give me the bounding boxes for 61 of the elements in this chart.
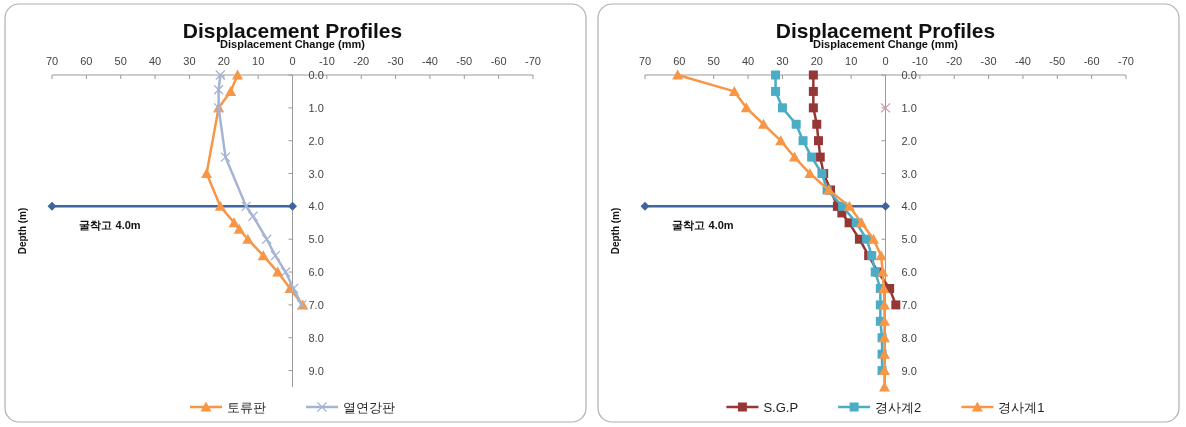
y-tick-label: 6.0 <box>308 266 324 279</box>
x-tick-label: 30 <box>183 55 196 67</box>
x-tick-label: 70 <box>638 55 652 67</box>
x-tick-label: 20 <box>217 55 230 67</box>
y-tick-label: 1.0 <box>308 101 324 114</box>
x-tick-label: -30 <box>980 55 997 67</box>
y-tick-label: 7.0 <box>308 298 324 311</box>
x-tick-label: -10 <box>318 55 335 67</box>
y-tick-label: 7.0 <box>901 298 917 311</box>
x-tick-label: 60 <box>80 55 93 67</box>
x-tick-label: 30 <box>776 55 789 67</box>
x-axis-title: Displacement Change (mm) <box>813 38 959 50</box>
y-tick-label: 8.0 <box>308 331 324 344</box>
x-tick-label: 40 <box>741 55 755 67</box>
x-tick-label: -50 <box>456 55 473 67</box>
y-tick-label: 4.0 <box>901 200 917 213</box>
x-tick-label: -40 <box>1014 55 1031 67</box>
x-tick-label: -60 <box>490 55 507 67</box>
x-tick-label: 10 <box>252 55 265 67</box>
legend-label: 열연강판 <box>343 400 395 415</box>
y-tick-label: 2.0 <box>308 134 324 147</box>
x-tick-label: 60 <box>673 55 686 67</box>
x-tick-label: -20 <box>946 55 963 67</box>
y-tick-label: 5.0 <box>901 233 917 246</box>
y-tick-label: 6.0 <box>901 266 917 279</box>
y-tick-label: 9.0 <box>901 364 917 377</box>
x-tick-label: -30 <box>387 55 404 67</box>
y-tick-label: 0.0 <box>308 69 324 81</box>
y-axis-title: Depth (m) <box>17 207 28 255</box>
legend-label: 경사계1 <box>998 400 1045 415</box>
legend-label: 토류판 <box>227 400 266 415</box>
y-tick-label: 9.0 <box>308 364 324 377</box>
y-tick-label: 3.0 <box>308 167 324 180</box>
x-tick-label: 40 <box>148 55 162 67</box>
x-tick-label: -70 <box>1118 55 1134 67</box>
y-tick-label: 8.0 <box>901 331 917 344</box>
legend-label: 경사계2 <box>875 400 922 415</box>
y-tick-label: 3.0 <box>901 167 917 180</box>
y-tick-label: 4.0 <box>308 200 324 213</box>
y-tick-label: 1.0 <box>901 101 917 114</box>
x-tick-label: -40 <box>421 55 438 67</box>
x-tick-label: -20 <box>353 55 370 67</box>
y-tick-label: 0.0 <box>901 69 917 81</box>
y-axis-title: Depth (m) <box>610 207 621 255</box>
x-tick-label: -70 <box>525 55 541 67</box>
x-tick-label: -10 <box>911 55 928 67</box>
y-tick-label: 5.0 <box>308 233 324 246</box>
x-tick-label: 50 <box>114 55 127 67</box>
x-tick-label: 0 <box>882 55 889 67</box>
y-tick-label: 2.0 <box>901 134 917 147</box>
x-tick-label: 50 <box>707 55 720 67</box>
x-tick-label: -50 <box>1049 55 1066 67</box>
x-tick-label: -60 <box>1083 55 1100 67</box>
x-axis-title: Displacement Change (mm) <box>220 38 366 50</box>
x-tick-label: 10 <box>845 55 858 67</box>
annotation: 굴착고 4.0m <box>79 219 141 232</box>
legend-label: S.G.P <box>763 400 799 415</box>
x-tick-label: 70 <box>45 55 59 67</box>
annotation: 굴착고 4.0m <box>672 219 734 232</box>
x-tick-label: 0 <box>289 55 296 67</box>
x-tick-label: 20 <box>810 55 823 67</box>
